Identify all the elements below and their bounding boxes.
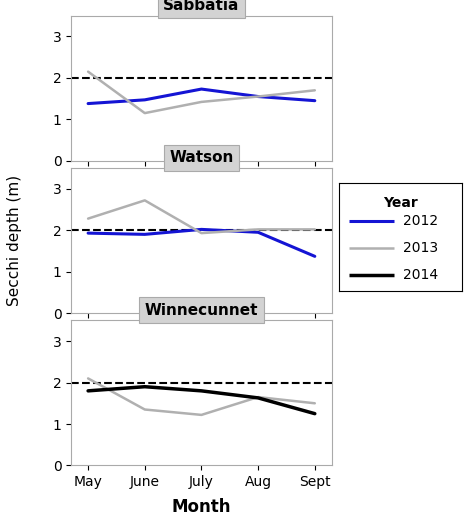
Title: Winnecunnet: Winnecunnet (145, 303, 258, 318)
Title: Watson: Watson (169, 151, 234, 165)
Text: 2014: 2014 (403, 268, 438, 282)
Text: 2012: 2012 (403, 213, 438, 228)
Text: Secchi depth (m): Secchi depth (m) (7, 175, 22, 306)
Text: Month: Month (172, 498, 231, 516)
Title: Sabbatia: Sabbatia (163, 0, 240, 13)
Text: Year: Year (383, 196, 418, 210)
Text: 2013: 2013 (403, 241, 438, 255)
